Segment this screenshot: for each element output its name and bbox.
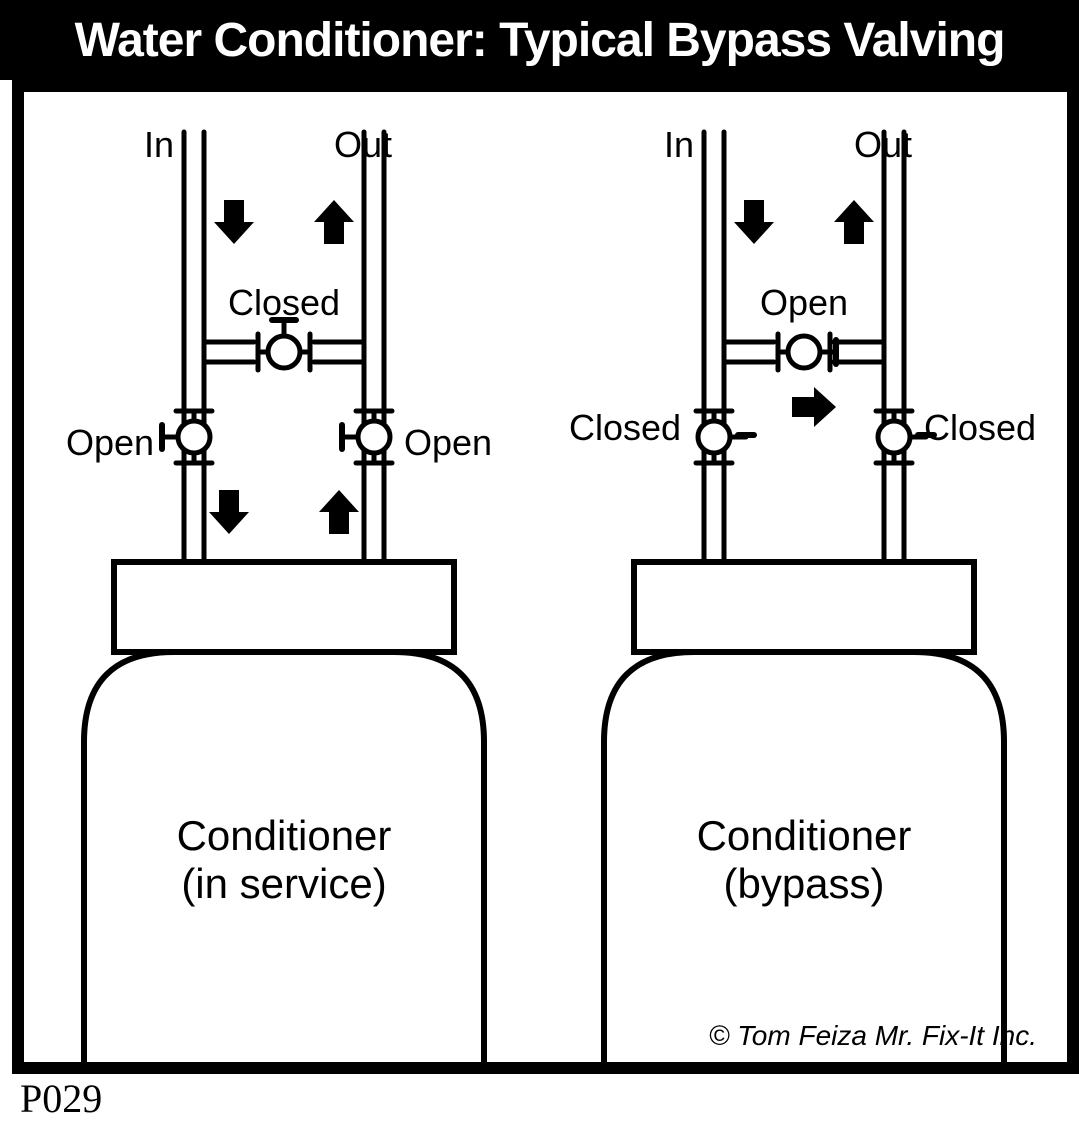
right-tank-label-l1: Conditioner [697,812,912,859]
left-tank-label-l1: Conditioner [177,812,392,859]
right-right-valve-label: Closed [924,407,1036,449]
left-right-valve-label: Open [404,422,492,464]
diagram-frame: In Out Closed Open Open Conditioner (in … [12,80,1079,1074]
right-bypass-valve-label: Open [724,282,884,324]
left-tank-label: Conditioner (in service) [94,812,474,909]
code-label: P029 [20,1075,102,1122]
copyright-text: © Tom Feiza Mr. Fix-It Inc. [709,1020,1037,1052]
right-tank-label-l2: (bypass) [723,860,884,907]
title-text: Water Conditioner: Typical Bypass Valvin… [75,13,1005,68]
left-in-label: In [144,124,174,166]
left-left-valve-label: Open [66,422,154,464]
left-tank-label-l2: (in service) [181,860,386,907]
title-bar: Water Conditioner: Typical Bypass Valvin… [0,0,1079,80]
diagram-svg [24,92,1067,1062]
right-tank-label: Conditioner (bypass) [614,812,994,909]
left-bypass-valve-label: Closed [204,282,364,324]
left-out-label: Out [334,124,392,166]
right-left-valve-label: Closed [569,407,681,449]
right-out-label: Out [854,124,912,166]
right-in-label: In [664,124,694,166]
